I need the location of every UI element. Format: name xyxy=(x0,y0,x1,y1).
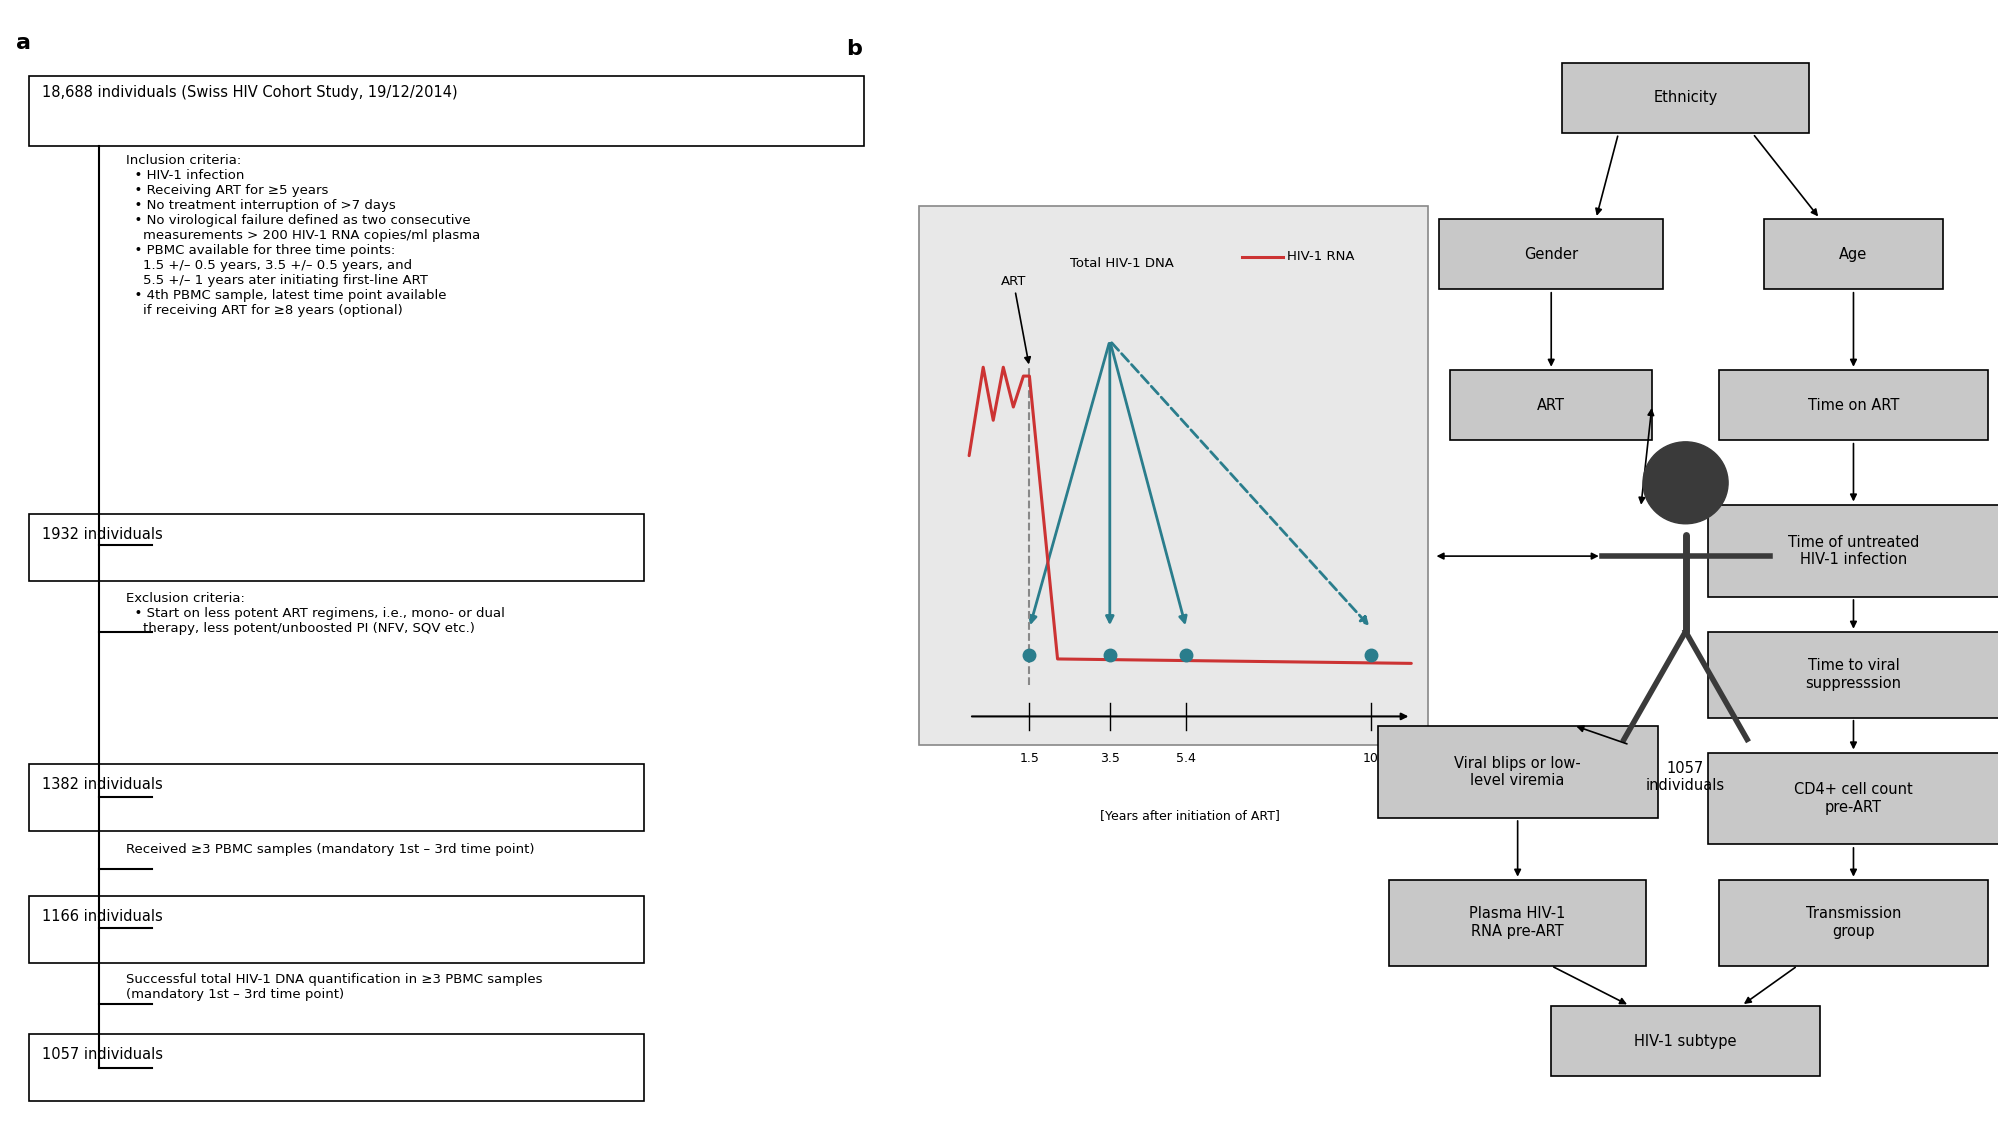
Text: 10: 10 xyxy=(1363,751,1379,765)
Text: 1057 individuals: 1057 individuals xyxy=(42,1047,164,1061)
FancyBboxPatch shape xyxy=(1389,879,1646,966)
Text: [Years after initiation of ART]: [Years after initiation of ART] xyxy=(1099,810,1279,822)
FancyBboxPatch shape xyxy=(28,76,863,146)
FancyBboxPatch shape xyxy=(1439,219,1662,290)
Text: ART: ART xyxy=(1536,398,1564,412)
Text: a: a xyxy=(16,34,30,53)
Text: 1057
individuals: 1057 individuals xyxy=(1644,761,1724,793)
Text: Time of untreated
HIV-1 infection: Time of untreated HIV-1 infection xyxy=(1786,535,1918,567)
Text: ART: ART xyxy=(1001,275,1029,363)
Text: Exclusion criteria:
  • Start on less potent ART regimens, i.e., mono- or dual
 : Exclusion criteria: • Start on less pote… xyxy=(126,592,503,634)
FancyBboxPatch shape xyxy=(1377,725,1656,818)
FancyBboxPatch shape xyxy=(1550,1006,1818,1076)
Text: 1.5: 1.5 xyxy=(1019,751,1039,765)
Text: 1932 individuals: 1932 individuals xyxy=(42,527,162,542)
Text: Total HIV-1 DNA: Total HIV-1 DNA xyxy=(1069,257,1173,270)
Text: 3.5: 3.5 xyxy=(1099,751,1119,765)
Text: b: b xyxy=(845,38,861,58)
FancyBboxPatch shape xyxy=(1451,371,1650,440)
Text: CD4+ cell count
pre-ART: CD4+ cell count pre-ART xyxy=(1792,783,1912,815)
FancyBboxPatch shape xyxy=(1706,505,1998,596)
FancyBboxPatch shape xyxy=(1562,63,1808,133)
Text: Ethnicity: Ethnicity xyxy=(1652,91,1716,106)
Text: Gender: Gender xyxy=(1522,247,1578,262)
FancyBboxPatch shape xyxy=(1718,371,1986,440)
FancyBboxPatch shape xyxy=(919,206,1427,745)
FancyBboxPatch shape xyxy=(1706,752,1998,844)
Text: Inclusion criteria:
  • HIV-1 infection
  • Receiving ART for ≥5 years
  • No tr: Inclusion criteria: • HIV-1 infection • … xyxy=(126,154,480,317)
Text: 1382 individuals: 1382 individuals xyxy=(42,777,162,792)
Text: HIV-1 subtype: HIV-1 subtype xyxy=(1634,1034,1736,1049)
FancyBboxPatch shape xyxy=(28,764,643,831)
Text: Transmission
group: Transmission group xyxy=(1804,906,1900,939)
Text: HIV-1 RNA: HIV-1 RNA xyxy=(1287,250,1353,263)
FancyBboxPatch shape xyxy=(28,896,643,962)
Text: Plasma HIV-1
RNA pre-ART: Plasma HIV-1 RNA pre-ART xyxy=(1469,906,1564,939)
Text: Successful total HIV-1 DNA quantification in ≥3 PBMC samples
(mandatory 1st – 3r: Successful total HIV-1 DNA quantificatio… xyxy=(126,974,541,1002)
FancyBboxPatch shape xyxy=(1762,219,1942,290)
FancyBboxPatch shape xyxy=(1706,631,1998,718)
FancyBboxPatch shape xyxy=(28,514,643,581)
Text: 5.4: 5.4 xyxy=(1175,751,1195,765)
Text: Time on ART: Time on ART xyxy=(1806,398,1898,412)
Circle shape xyxy=(1642,441,1726,523)
Text: Age: Age xyxy=(1838,247,1866,262)
FancyBboxPatch shape xyxy=(1718,879,1986,966)
Text: Received ≥3 PBMC samples (mandatory 1st – 3rd time point): Received ≥3 PBMC samples (mandatory 1st … xyxy=(126,843,533,856)
Text: 18,688 individuals (Swiss HIV Cohort Study, 19/12/2014): 18,688 individuals (Swiss HIV Cohort Stu… xyxy=(42,85,458,100)
Text: Time to viral
suppresssion: Time to viral suppresssion xyxy=(1804,658,1900,691)
Text: Viral blips or low-
level viremia: Viral blips or low- level viremia xyxy=(1453,756,1580,788)
Text: 1166 individuals: 1166 individuals xyxy=(42,909,162,923)
FancyBboxPatch shape xyxy=(28,1033,643,1101)
